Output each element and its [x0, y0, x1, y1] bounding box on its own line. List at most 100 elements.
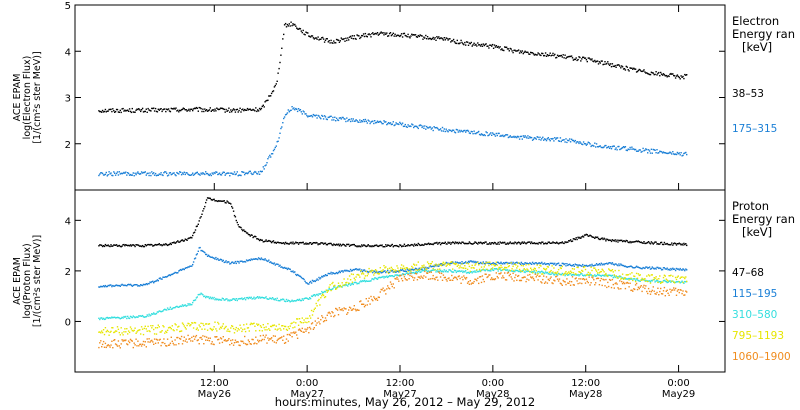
data-point [404, 123, 406, 126]
data-point [568, 271, 570, 273]
data-point [621, 280, 623, 283]
data-point [669, 73, 671, 75]
data-point [423, 127, 425, 129]
data-point [504, 272, 506, 274]
data-point [233, 171, 236, 173]
data-point [544, 263, 547, 266]
data-point [454, 263, 457, 266]
data-point [353, 35, 355, 37]
data-point [614, 282, 616, 285]
data-point [109, 284, 111, 286]
data-point [592, 236, 594, 238]
data-point [203, 295, 205, 298]
data-point [278, 242, 280, 244]
data-point [499, 268, 501, 270]
data-point [343, 118, 345, 120]
data-point [105, 171, 107, 174]
data-point [181, 304, 184, 306]
data-point [393, 287, 395, 289]
data-point [256, 172, 258, 175]
data-point [250, 109, 252, 111]
data-point [293, 24, 295, 26]
data-point [618, 275, 620, 278]
data-point [400, 244, 402, 246]
data-point [514, 276, 516, 279]
data-point [272, 263, 275, 265]
data-point [101, 317, 103, 319]
data-point [396, 274, 398, 276]
data-point [191, 237, 193, 239]
data-point [166, 109, 169, 111]
data-point [400, 267, 402, 269]
data-point [301, 327, 303, 330]
data-point [548, 279, 550, 282]
data-point [565, 265, 567, 267]
data-point [635, 272, 638, 275]
data-point [631, 289, 633, 291]
data-point [530, 241, 533, 243]
data-point [417, 242, 419, 245]
data-point [472, 282, 474, 284]
data-point [439, 37, 442, 39]
data-point [179, 330, 181, 333]
data-point [123, 110, 125, 112]
data-point [154, 172, 157, 175]
data-point [405, 267, 407, 269]
data-point [296, 334, 298, 336]
data-point [240, 327, 242, 329]
data-point [171, 108, 173, 110]
data-point [183, 304, 185, 307]
data-point [247, 109, 250, 111]
data-point [368, 33, 370, 35]
data-point [462, 271, 464, 274]
data-point [393, 124, 395, 127]
data-point [362, 269, 365, 271]
data-point [149, 281, 151, 283]
data-point [638, 267, 640, 269]
data-point [162, 244, 164, 246]
data-point [644, 71, 646, 73]
data-point [316, 293, 318, 296]
data-point [610, 270, 613, 272]
data-point [418, 124, 420, 127]
data-point [655, 293, 657, 295]
data-point [446, 264, 448, 266]
data-point [559, 55, 562, 57]
data-point [459, 277, 461, 280]
data-point [136, 345, 138, 347]
data-point [654, 281, 656, 283]
data-point [433, 277, 435, 280]
data-point [499, 241, 501, 243]
data-point [234, 216, 237, 218]
data-point [650, 241, 653, 243]
data-point [379, 276, 381, 279]
data-point [114, 244, 116, 246]
data-point [153, 338, 156, 340]
data-point [162, 310, 164, 312]
data-point [306, 32, 308, 34]
data-point [595, 275, 597, 277]
data-point [383, 290, 385, 292]
data-point [432, 269, 434, 271]
data-point [221, 200, 224, 202]
data-point [198, 173, 200, 176]
data-point [546, 138, 549, 140]
data-point [293, 107, 295, 109]
data-point [587, 281, 589, 284]
data-point [306, 328, 308, 331]
data-point [633, 241, 635, 243]
data-point [170, 107, 172, 110]
data-point [380, 276, 382, 279]
data-point [244, 297, 246, 299]
data-point [401, 280, 404, 282]
data-point [151, 171, 153, 173]
data-point [507, 48, 510, 50]
data-point [181, 108, 184, 110]
data-point [278, 265, 280, 267]
data-point [579, 274, 581, 276]
data-point [282, 339, 284, 341]
data-point [288, 243, 290, 245]
data-point [453, 276, 456, 278]
data-point [231, 261, 234, 263]
data-point [281, 266, 283, 268]
